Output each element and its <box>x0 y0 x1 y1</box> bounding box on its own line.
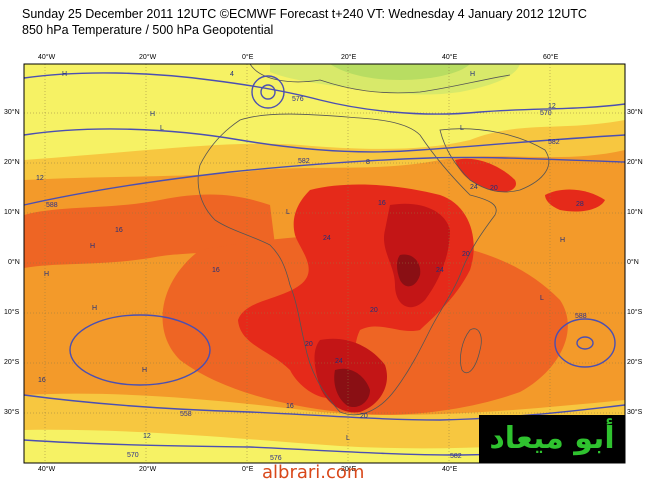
field-extreme-east-africa <box>383 203 450 308</box>
coastline-africa <box>197 113 497 416</box>
coastline-arabia <box>439 128 550 193</box>
lon-label: 40°E <box>442 54 458 61</box>
lat-label: 10°S <box>4 309 20 316</box>
lat-label: 0°N <box>8 259 20 266</box>
temp-label: 12 <box>548 103 556 110</box>
lat-label: 20°S <box>4 359 20 366</box>
lat-label: 30°N <box>4 109 20 116</box>
low-marker: L <box>460 125 464 132</box>
high-marker: H <box>150 111 155 118</box>
lat-label: 30°N <box>627 109 643 116</box>
temp-label: 20 <box>360 413 368 420</box>
site-watermark: albrari.com <box>262 462 365 483</box>
contour-label: 588 <box>46 202 58 209</box>
lat-label: 0°N <box>627 259 639 266</box>
contour-label: 576 <box>292 96 304 103</box>
geopotential-contours <box>23 72 626 456</box>
graticule <box>24 64 625 463</box>
lon-label: 60°E <box>543 54 559 61</box>
high-marker: H <box>470 71 475 78</box>
contour-label-group: 582 588 576 570 558 576 582 588 582 570 <box>46 96 587 462</box>
lat-label: 30°S <box>627 409 643 416</box>
high-marker: H <box>44 271 49 278</box>
field-sea-colder <box>330 64 470 80</box>
lat-label: 20°N <box>4 159 20 166</box>
contour-label: 582 <box>298 158 310 165</box>
temperature-label-group: 12 16 16 16 20 24 24 20 20 28 24 24 20 1… <box>36 71 584 440</box>
temp-label: 20 <box>490 185 498 192</box>
chart-title: Sunday 25 December 2011 12UTC ©ECMWF For… <box>22 7 587 21</box>
temp-label: 16 <box>212 267 220 274</box>
temp-label: 16 <box>286 403 294 410</box>
lat-label: 30°S <box>4 409 20 416</box>
temp-label: 20 <box>305 341 313 348</box>
temp-label: 16 <box>115 227 123 234</box>
lon-label: 0°E <box>242 54 254 61</box>
field-very-hot-east <box>545 189 605 212</box>
low-marker: L <box>346 435 350 442</box>
temp-label: 24 <box>323 235 331 242</box>
high-marker: H <box>560 237 565 244</box>
temp-label: 24 <box>335 358 343 365</box>
contour-label: 576 <box>270 455 282 462</box>
temp-label: 16 <box>38 377 46 384</box>
temp-label: 20 <box>462 251 470 258</box>
contour-label: 570 <box>127 452 139 459</box>
lat-label: 10°N <box>4 209 20 216</box>
temp-label: 4 <box>230 71 234 78</box>
contour-label: 570 <box>540 110 552 117</box>
high-marker: H <box>62 71 67 78</box>
low-marker: L <box>286 209 290 216</box>
lon-label: 20°E <box>341 466 357 473</box>
lon-label: 0°E <box>242 466 254 473</box>
map-frame <box>23 63 626 464</box>
lon-label: 40°W <box>38 466 56 473</box>
contour-label: 582 <box>548 139 560 146</box>
contour-label: 582 <box>450 453 462 460</box>
temp-label: 16 <box>378 200 386 207</box>
lon-label: 20°E <box>341 54 357 61</box>
high-marker: H <box>142 367 147 374</box>
low-marker: L <box>160 125 164 132</box>
temp-label: 28 <box>576 201 584 208</box>
contour-label: 588 <box>575 313 587 320</box>
temp-label: 20 <box>370 307 378 314</box>
pressure-marker-group: H H H L L L H H H L H L H <box>44 71 565 442</box>
coastline-europe <box>249 63 511 94</box>
lat-label: 10°N <box>627 209 643 216</box>
field-very-hot-arabia <box>455 158 516 192</box>
temp-label: 24 <box>470 184 478 191</box>
contour-label: 558 <box>180 411 192 418</box>
lon-label: 40°W <box>38 54 56 61</box>
coastline-madagascar <box>460 328 482 374</box>
field-peak-east-africa <box>397 254 421 287</box>
lon-label: 40°E <box>442 466 458 473</box>
lon-label: 20°W <box>139 466 157 473</box>
chart-subtitle: 850 hPa Temperature / 500 hPa Geopotenti… <box>22 23 274 37</box>
temp-label: 12 <box>36 175 44 182</box>
lat-label: 10°S <box>627 309 643 316</box>
temp-label: 12 <box>143 433 151 440</box>
lat-label: 20°N <box>627 159 643 166</box>
brand-watermark: أبو ميعاد <box>479 415 625 463</box>
field-peak-south-africa <box>334 368 370 408</box>
low-marker: L <box>540 295 544 302</box>
temp-label: 24 <box>436 267 444 274</box>
high-marker: H <box>90 243 95 250</box>
lat-label: 20°S <box>627 359 643 366</box>
lon-label: 20°W <box>139 54 157 61</box>
temp-label: 8 <box>366 159 370 166</box>
high-marker: H <box>92 305 97 312</box>
